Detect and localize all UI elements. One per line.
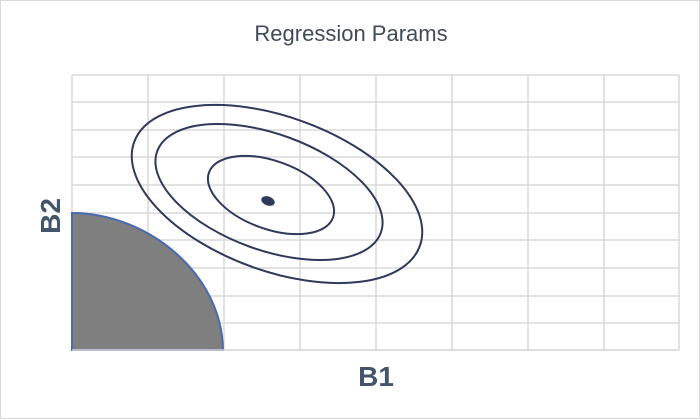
contour-ring-middle [154,122,384,262]
contour-ring-inner [206,154,336,236]
contour-ring-outer [130,103,424,285]
constraint-region [71,211,225,351]
contour-center-point [261,196,275,206]
contour-ellipses [130,103,424,285]
chart-title: Regression Params [254,21,448,46]
x-axis-label: B1 [358,361,394,392]
y-axis-label: B2 [35,198,66,234]
